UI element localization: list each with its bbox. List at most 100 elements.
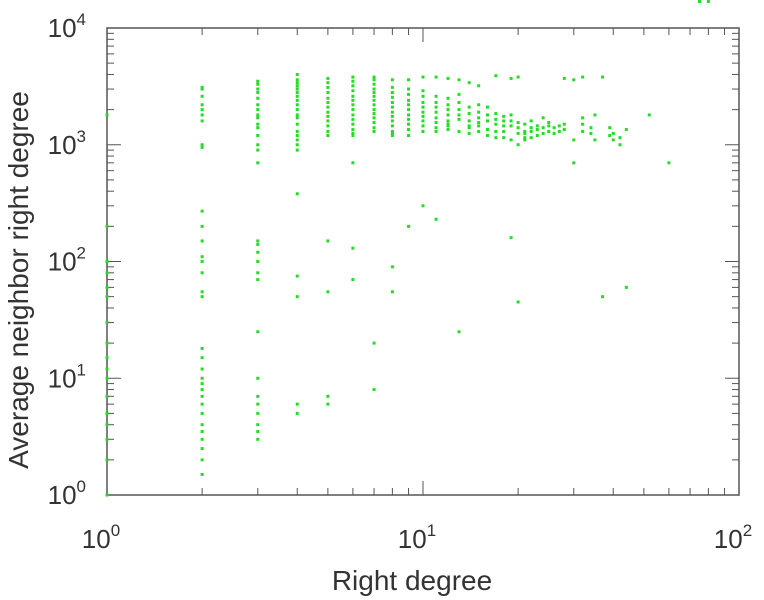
data-point [467, 81, 471, 85]
data-point [523, 129, 527, 133]
data-point [200, 271, 204, 275]
data-point [200, 209, 204, 213]
data-point [581, 122, 585, 126]
data-point [200, 255, 204, 259]
data-point [256, 161, 260, 165]
data-point [326, 96, 330, 100]
data-point [390, 110, 394, 114]
x-tick-labels: 100 101 102 [82, 521, 752, 554]
data-point [295, 134, 299, 138]
data-point [351, 128, 355, 132]
data-point [256, 108, 260, 112]
data-point [581, 75, 585, 79]
data-point [256, 134, 260, 138]
data-point [200, 388, 204, 392]
data-point [326, 101, 330, 105]
data-point [407, 122, 411, 126]
data-point [494, 74, 498, 78]
data-point [372, 108, 376, 112]
data-point [256, 143, 260, 147]
data-point [372, 87, 376, 91]
data-point [477, 124, 481, 128]
data-point [467, 131, 471, 135]
data-point [486, 128, 490, 132]
data-point [295, 81, 299, 85]
data-point [105, 411, 109, 415]
data-point [200, 113, 204, 117]
data-point [608, 134, 612, 138]
data-point [200, 103, 204, 107]
data-point [256, 429, 260, 433]
data-point [200, 402, 204, 406]
data-point [256, 148, 260, 152]
data-point [105, 113, 109, 117]
data-point [351, 98, 355, 102]
data-point [200, 367, 204, 371]
data-point [326, 76, 330, 80]
data-point [351, 108, 355, 112]
data-point [372, 116, 376, 120]
data-point [593, 138, 597, 142]
data-point [434, 121, 438, 125]
x-tick-label: 101 [398, 521, 436, 554]
data-point [256, 271, 260, 275]
data-point [446, 76, 450, 80]
data-point [256, 250, 260, 254]
data-point [618, 143, 622, 147]
data-point [326, 290, 330, 294]
data-point [372, 94, 376, 98]
data-point [541, 116, 545, 120]
data-point [372, 126, 376, 130]
data-point [372, 388, 376, 392]
data-point [326, 239, 330, 243]
data-point [295, 103, 299, 107]
data-point [494, 129, 498, 133]
x-axis-title: Right degree [332, 565, 492, 596]
data-point [407, 113, 411, 117]
data-point [547, 121, 551, 125]
data-point [647, 113, 651, 117]
data-point [667, 161, 671, 165]
data-point [372, 82, 376, 86]
data-point [421, 110, 425, 114]
data-point [516, 126, 520, 130]
data-point [457, 330, 461, 334]
x-tick-label: 102 [714, 521, 752, 554]
data-point [593, 113, 597, 117]
data-point [407, 224, 411, 228]
y-axis-title: Average neighbor right degree [3, 91, 34, 469]
data-point [200, 458, 204, 462]
data-point [446, 113, 450, 117]
data-point [557, 129, 561, 133]
data-point [446, 96, 450, 100]
data-point [256, 260, 260, 263]
data-point [446, 108, 450, 112]
data-point [326, 110, 330, 114]
data-point [256, 87, 260, 91]
data-point [105, 260, 109, 263]
data-point [351, 89, 355, 93]
data-point [552, 126, 556, 130]
data-point [105, 271, 109, 275]
data-point [529, 136, 533, 140]
data-point [421, 119, 425, 123]
data-point [200, 224, 204, 228]
data-point [608, 126, 612, 130]
data-point [200, 143, 204, 147]
data-point [509, 113, 513, 117]
data-point [256, 278, 260, 282]
data-point [351, 134, 355, 138]
data-point [434, 110, 438, 114]
data-point [295, 192, 299, 196]
data-point [105, 356, 109, 360]
data-point [326, 114, 330, 118]
data-point [516, 131, 520, 135]
data-point [516, 75, 520, 79]
data-points [105, 0, 710, 497]
data-point [509, 138, 513, 142]
data-point [200, 94, 204, 98]
data-point [326, 105, 330, 109]
data-point [390, 91, 394, 95]
data-point [326, 85, 330, 89]
data-point [547, 129, 551, 133]
